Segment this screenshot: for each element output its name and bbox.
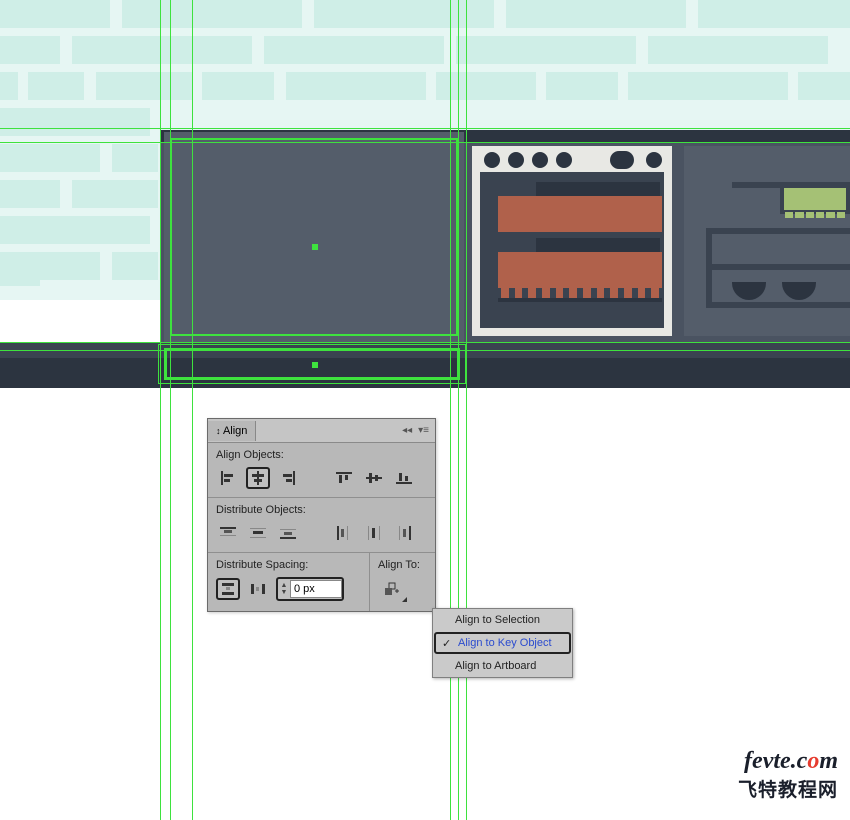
- guide-horizontal: [0, 342, 850, 343]
- oven-rack: [498, 252, 662, 288]
- align-objects-section: Align Objects:: [208, 443, 435, 498]
- guide-vertical: [458, 0, 459, 820]
- guide-vertical: [450, 0, 451, 820]
- distribute-objects-label: Distribute Objects:: [216, 504, 427, 516]
- align-to-button[interactable]: [378, 577, 406, 601]
- oven-knob: [484, 152, 500, 168]
- oven-door: [480, 172, 664, 328]
- distribute-spacing-label: Distribute Spacing:: [216, 559, 361, 571]
- cabinet-green-box: [780, 184, 850, 214]
- align-bottom-button[interactable]: [392, 467, 416, 489]
- watermark-text: fevte: [744, 748, 791, 774]
- guide-vertical: [170, 0, 171, 820]
- align-tab[interactable]: ↕ Align: [208, 421, 256, 441]
- guide-horizontal: [0, 350, 850, 351]
- watermark-text: .c: [791, 748, 808, 774]
- menu-align-selection[interactable]: Align to Selection: [433, 609, 572, 631]
- watermark-text: o: [807, 748, 819, 774]
- hdist-right-button[interactable]: [392, 522, 416, 544]
- align-hcenter-button[interactable]: [246, 467, 270, 489]
- menu-item-label: Align to Selection: [455, 614, 540, 626]
- oven-rack: [498, 196, 662, 232]
- key-object-center-point: [312, 362, 318, 368]
- watermark-subtitle: 飞特教程网: [738, 775, 838, 802]
- align-to-menu[interactable]: Align to Selection ✓ Align to Key Object…: [432, 608, 573, 678]
- align-objects-label: Align Objects:: [216, 449, 427, 461]
- align-vcenter-button[interactable]: [362, 467, 386, 489]
- cabinet-graphic: [684, 146, 850, 336]
- spinner-down-icon[interactable]: ▼: [278, 589, 290, 596]
- hdist-left-button[interactable]: [332, 522, 356, 544]
- hspacing-button[interactable]: [246, 578, 270, 600]
- spinner-up-icon[interactable]: ▲: [278, 582, 290, 589]
- panel-tab-bar[interactable]: ↕ Align ◂◂ ▾≡: [208, 419, 435, 443]
- tab-expand-icon: ↕: [216, 426, 221, 436]
- menu-item-label: Align to Key Object: [458, 637, 552, 649]
- vdist-center-button[interactable]: [246, 522, 270, 544]
- menu-align-key-object[interactable]: ✓ Align to Key Object: [434, 632, 571, 654]
- watermark: fevte.com 飞特教程网: [738, 748, 838, 802]
- hdist-center-button[interactable]: [362, 522, 386, 544]
- spacing-row: Distribute Spacing: ▲▼ Align To:: [208, 553, 435, 611]
- selection-center-point: [312, 244, 318, 250]
- checkmark-icon: ✓: [442, 637, 451, 650]
- oven-knob: [532, 152, 548, 168]
- dropdown-caret-icon: [402, 597, 407, 602]
- panel-flyout-icon[interactable]: ▾≡: [418, 425, 429, 436]
- guide-horizontal: [0, 142, 850, 143]
- guide-vertical: [160, 0, 161, 820]
- guide-vertical: [466, 0, 467, 820]
- oven-graphic: [472, 146, 672, 336]
- cabinet-frame: [706, 228, 850, 308]
- oven-knob: [610, 151, 634, 169]
- oven-knob: [646, 152, 662, 168]
- align-left-button[interactable]: [216, 467, 240, 489]
- menu-item-label: Align to Artboard: [455, 660, 536, 672]
- align-top-button[interactable]: [332, 467, 356, 489]
- guide-horizontal: [0, 128, 850, 129]
- watermark-text: m: [819, 748, 838, 774]
- spacing-input[interactable]: [290, 580, 342, 598]
- vdist-top-button[interactable]: [216, 522, 240, 544]
- spacing-value-wrap[interactable]: ▲▼: [276, 577, 344, 601]
- panel-menu-icon[interactable]: ◂◂: [402, 425, 412, 436]
- vspacing-button[interactable]: [216, 578, 240, 600]
- guide-vertical: [192, 0, 193, 820]
- distribute-objects-section: Distribute Objects:: [208, 498, 435, 553]
- oven-knob: [556, 152, 572, 168]
- vdist-bottom-button[interactable]: [276, 522, 300, 544]
- menu-align-artboard[interactable]: Align to Artboard: [433, 655, 572, 677]
- illustrator-canvas: ↕ Align ◂◂ ▾≡ Align Objects: Distribute …: [0, 0, 850, 820]
- align-to-label: Align To:: [378, 559, 427, 571]
- oven-knob: [508, 152, 524, 168]
- align-panel[interactable]: ↕ Align ◂◂ ▾≡ Align Objects: Distribute …: [207, 418, 436, 612]
- align-right-button[interactable]: [276, 467, 300, 489]
- selection-outline: [170, 138, 458, 336]
- align-tab-label: Align: [223, 425, 247, 437]
